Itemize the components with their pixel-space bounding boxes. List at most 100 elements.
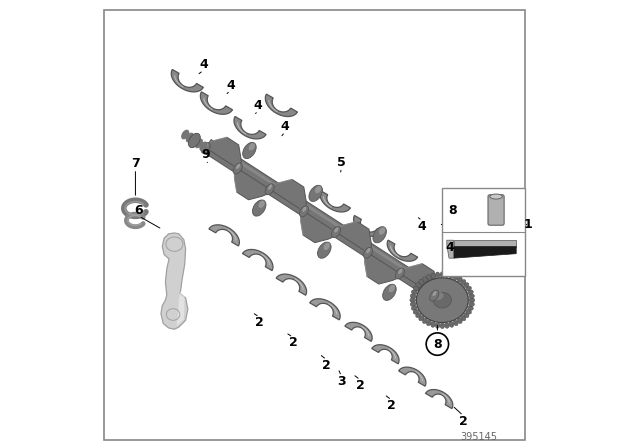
Ellipse shape xyxy=(426,320,431,326)
Text: 4: 4 xyxy=(226,78,235,92)
Ellipse shape xyxy=(463,313,469,318)
Ellipse shape xyxy=(440,271,445,278)
Ellipse shape xyxy=(468,306,473,310)
Polygon shape xyxy=(276,274,307,295)
FancyBboxPatch shape xyxy=(488,195,504,225)
Ellipse shape xyxy=(413,286,419,291)
Ellipse shape xyxy=(324,243,330,250)
Text: 395145: 395145 xyxy=(461,432,497,442)
Ellipse shape xyxy=(410,294,416,298)
Text: 9: 9 xyxy=(202,148,210,161)
Text: 5: 5 xyxy=(337,155,346,169)
Ellipse shape xyxy=(468,290,473,295)
Polygon shape xyxy=(243,250,273,271)
Ellipse shape xyxy=(195,138,203,148)
Ellipse shape xyxy=(457,318,462,323)
Text: 4: 4 xyxy=(254,99,262,112)
Ellipse shape xyxy=(440,323,445,329)
Ellipse shape xyxy=(413,310,419,314)
Polygon shape xyxy=(177,291,185,326)
Polygon shape xyxy=(353,215,384,237)
Ellipse shape xyxy=(181,129,189,139)
Ellipse shape xyxy=(429,290,439,301)
Ellipse shape xyxy=(332,227,340,237)
Polygon shape xyxy=(203,140,440,300)
Polygon shape xyxy=(300,209,340,243)
Text: 3: 3 xyxy=(337,375,346,388)
Polygon shape xyxy=(161,233,188,329)
Text: 4: 4 xyxy=(199,58,208,72)
Text: 2: 2 xyxy=(387,399,396,412)
Ellipse shape xyxy=(373,227,387,243)
Polygon shape xyxy=(345,322,372,341)
Ellipse shape xyxy=(302,207,307,212)
Text: 2: 2 xyxy=(323,358,331,372)
Polygon shape xyxy=(454,240,516,246)
Ellipse shape xyxy=(268,185,272,190)
Polygon shape xyxy=(234,116,266,139)
Ellipse shape xyxy=(449,322,454,327)
Ellipse shape xyxy=(449,273,454,279)
Ellipse shape xyxy=(461,316,466,321)
Ellipse shape xyxy=(463,283,469,288)
Polygon shape xyxy=(213,144,434,289)
Ellipse shape xyxy=(466,310,472,314)
Ellipse shape xyxy=(259,201,265,208)
Text: 8: 8 xyxy=(448,203,456,216)
Ellipse shape xyxy=(233,163,243,174)
Ellipse shape xyxy=(366,248,371,253)
Ellipse shape xyxy=(426,275,431,280)
Text: 8: 8 xyxy=(433,337,442,351)
Polygon shape xyxy=(172,69,204,92)
Ellipse shape xyxy=(433,293,451,308)
Ellipse shape xyxy=(412,306,417,310)
Text: 4: 4 xyxy=(418,220,426,233)
Text: 2: 2 xyxy=(459,414,468,428)
Polygon shape xyxy=(310,299,340,320)
Polygon shape xyxy=(447,240,454,258)
Polygon shape xyxy=(387,240,418,261)
Polygon shape xyxy=(202,137,241,171)
Ellipse shape xyxy=(453,275,458,280)
Ellipse shape xyxy=(466,286,472,291)
Polygon shape xyxy=(454,246,516,258)
Ellipse shape xyxy=(416,313,421,318)
Ellipse shape xyxy=(396,268,404,279)
Ellipse shape xyxy=(186,133,194,142)
Polygon shape xyxy=(332,222,372,255)
Ellipse shape xyxy=(410,298,415,302)
Ellipse shape xyxy=(309,185,323,202)
Polygon shape xyxy=(426,389,453,409)
Ellipse shape xyxy=(300,206,308,217)
Ellipse shape xyxy=(364,247,372,258)
Ellipse shape xyxy=(383,284,396,301)
Ellipse shape xyxy=(315,186,321,193)
Ellipse shape xyxy=(398,269,403,274)
Ellipse shape xyxy=(445,272,449,278)
Text: 7: 7 xyxy=(131,157,140,170)
Ellipse shape xyxy=(204,143,208,148)
Text: 6: 6 xyxy=(134,204,143,217)
Ellipse shape xyxy=(265,184,275,195)
Ellipse shape xyxy=(412,290,417,295)
Ellipse shape xyxy=(317,242,331,258)
Ellipse shape xyxy=(435,272,440,278)
Ellipse shape xyxy=(431,291,444,300)
Ellipse shape xyxy=(379,227,385,235)
Ellipse shape xyxy=(433,291,436,296)
Text: 1: 1 xyxy=(524,217,532,231)
Ellipse shape xyxy=(417,278,468,323)
Text: 2: 2 xyxy=(255,316,264,329)
Ellipse shape xyxy=(419,280,424,284)
Ellipse shape xyxy=(422,277,428,282)
Ellipse shape xyxy=(200,142,207,151)
Ellipse shape xyxy=(468,302,474,306)
Ellipse shape xyxy=(249,143,255,151)
Polygon shape xyxy=(200,92,232,114)
FancyBboxPatch shape xyxy=(104,10,525,440)
Ellipse shape xyxy=(422,318,428,323)
Ellipse shape xyxy=(431,273,435,279)
Ellipse shape xyxy=(243,142,256,159)
Ellipse shape xyxy=(435,323,440,328)
Polygon shape xyxy=(209,225,239,246)
